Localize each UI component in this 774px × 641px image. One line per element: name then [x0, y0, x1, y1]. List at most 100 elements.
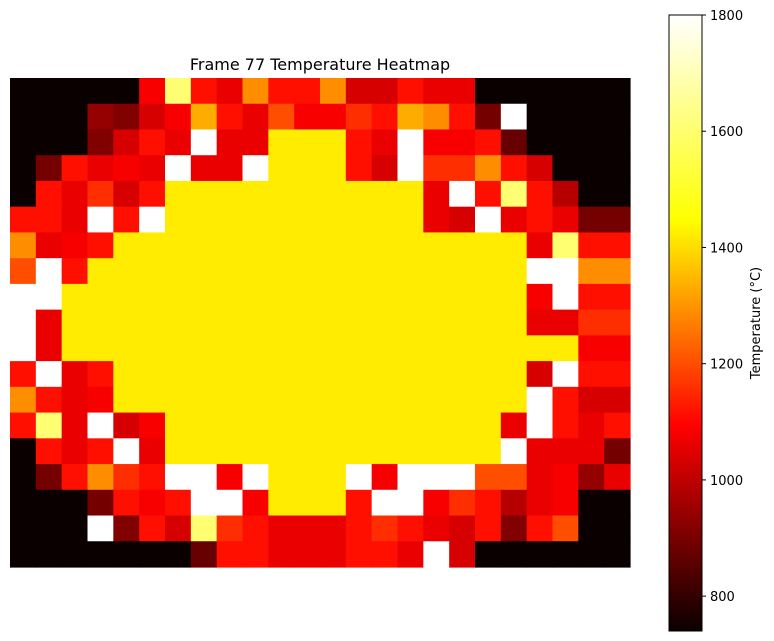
- heatmap-cell: [449, 412, 476, 439]
- heatmap-cell: [61, 515, 89, 542]
- heatmap-cell: [139, 541, 166, 568]
- heatmap-cell: [61, 335, 89, 362]
- heatmap-cell: [35, 438, 63, 465]
- heatmap-cell: [61, 155, 89, 182]
- heatmap-cell: [10, 232, 37, 259]
- heatmap-cell: [216, 386, 244, 414]
- heatmap-cell: [397, 232, 424, 259]
- heatmap-cell: [423, 541, 450, 568]
- heatmap-cell: [165, 335, 192, 362]
- heatmap-cell: [61, 309, 89, 336]
- heatmap-cell: [87, 412, 114, 439]
- heatmap-cell: [526, 103, 554, 131]
- heatmap-cell: [87, 232, 114, 259]
- heatmap-cell: [87, 129, 114, 156]
- heatmap-cell: [371, 438, 399, 465]
- heatmap-cell: [423, 78, 450, 105]
- heatmap-cell: [139, 309, 166, 336]
- heatmap-cell: [449, 180, 476, 208]
- heatmap-cell: [500, 464, 528, 491]
- heatmap-cell: [552, 206, 579, 234]
- heatmap-cell: [475, 309, 502, 336]
- colorbar-ticks: 800 1000 1200 1400 1600 1800: [702, 9, 743, 605]
- heatmap-cell: [61, 258, 89, 285]
- heatmap-cell: [526, 386, 554, 414]
- heatmap-cell: [371, 232, 399, 259]
- heatmap-cell: [449, 309, 476, 336]
- heatmap-cell: [216, 489, 244, 517]
- heatmap-cell: [500, 206, 528, 234]
- heatmap-cell: [526, 129, 554, 156]
- heatmap-cell: [526, 258, 554, 285]
- heatmap-cell: [449, 464, 476, 491]
- heatmap-cell: [449, 335, 476, 362]
- heatmap-cell: [35, 206, 63, 234]
- heatmap-cell: [165, 412, 192, 439]
- heatmap-cell: [165, 361, 192, 388]
- heatmap-cell: [320, 386, 347, 414]
- heatmap-cell: [35, 258, 63, 285]
- heatmap-grid: [10, 78, 631, 568]
- heatmap-cell: [61, 129, 89, 156]
- heatmap-cell: [165, 541, 192, 568]
- heatmap-cell: [10, 335, 37, 362]
- heatmap-cell: [294, 283, 321, 311]
- heatmap-cell: [216, 309, 244, 336]
- colorbar-tick-label: 1600: [710, 125, 743, 140]
- heatmap-cell: [500, 412, 528, 439]
- heatmap-cell: [61, 541, 89, 568]
- heatmap-cell: [449, 206, 476, 234]
- heatmap-cell: [113, 129, 140, 156]
- heatmap-cell: [500, 180, 528, 208]
- heatmap-cell: [268, 489, 295, 517]
- heatmap-cell: [35, 309, 63, 336]
- heatmap-cell: [242, 180, 269, 208]
- heatmap-cell: [526, 464, 554, 491]
- heatmap-cell: [578, 78, 605, 105]
- heatmap-cell: [139, 283, 166, 311]
- heatmap-cell: [578, 232, 605, 259]
- heatmap-cell: [190, 78, 218, 105]
- heatmap-cell: [552, 129, 579, 156]
- heatmap-cell: [423, 309, 450, 336]
- heatmap-cell: [165, 232, 192, 259]
- heatmap-cell: [190, 464, 218, 491]
- heatmap-cell: [10, 258, 37, 285]
- heatmap-cell: [423, 361, 450, 388]
- heatmap-cell: [345, 206, 373, 234]
- heatmap-cell: [165, 438, 192, 465]
- heatmap-cell: [345, 129, 373, 156]
- heatmap-cell: [423, 283, 450, 311]
- heatmap-cell: [320, 464, 347, 491]
- heatmap-cell: [242, 335, 269, 362]
- heatmap-cell: [475, 129, 502, 156]
- heatmap-cell: [397, 541, 424, 568]
- heatmap-cell: [371, 206, 399, 234]
- heatmap-cell: [165, 206, 192, 234]
- heatmap-cell: [526, 206, 554, 234]
- heatmap-cell: [87, 515, 114, 542]
- heatmap-cell: [578, 309, 605, 336]
- heatmap-cell: [604, 78, 631, 105]
- heatmap-cell: [242, 412, 269, 439]
- heatmap-cell: [397, 103, 424, 131]
- heatmap-cell: [35, 180, 63, 208]
- heatmap-cell: [165, 103, 192, 131]
- heatmap-cell: [61, 361, 89, 388]
- heatmap-cell: [423, 129, 450, 156]
- heatmap-cell: [475, 464, 502, 491]
- heatmap-cell: [10, 412, 37, 439]
- heatmap-cell: [268, 180, 295, 208]
- heatmap-cell: [139, 232, 166, 259]
- heatmap-cell: [397, 206, 424, 234]
- heatmap-cell: [475, 180, 502, 208]
- heatmap-cell: [216, 283, 244, 311]
- heatmap-cell: [449, 155, 476, 182]
- heatmap-cell: [320, 361, 347, 388]
- heatmap-cell: [242, 283, 269, 311]
- heatmap-cell: [604, 386, 631, 414]
- heatmap-cell: [268, 335, 295, 362]
- heatmap-cell: [10, 386, 37, 414]
- heatmap-cell: [475, 515, 502, 542]
- heatmap-cell: [604, 155, 631, 182]
